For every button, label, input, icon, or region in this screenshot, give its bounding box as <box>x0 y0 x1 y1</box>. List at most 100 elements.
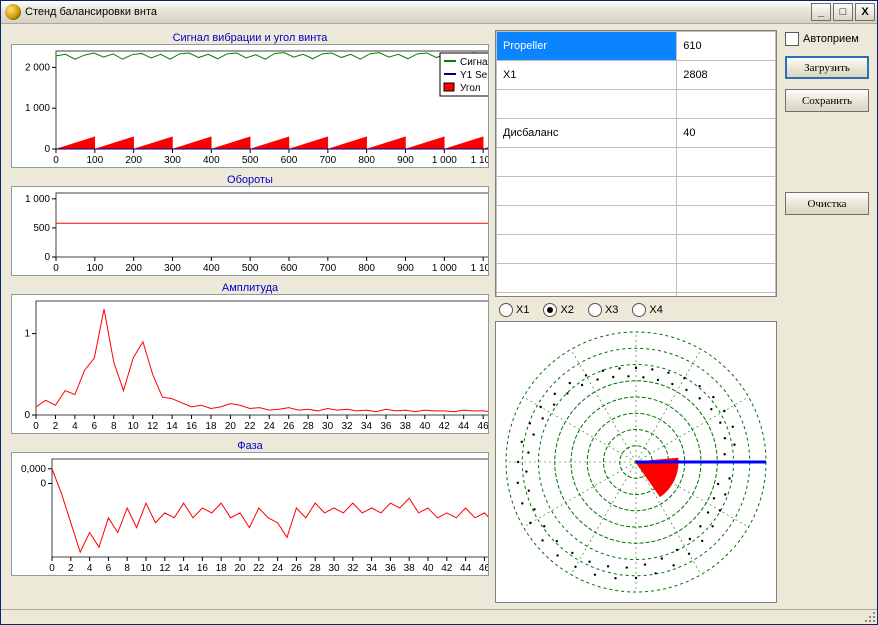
radio-icon <box>499 303 513 317</box>
svg-text:0: 0 <box>33 421 39 432</box>
svg-text:600: 600 <box>281 155 298 166</box>
svg-text:32: 32 <box>341 421 353 432</box>
table-row[interactable] <box>497 177 776 206</box>
svg-text:0: 0 <box>24 410 30 421</box>
table-key <box>497 235 677 264</box>
table-val <box>677 206 776 235</box>
phase-chart[interactable]: 0246810121416182022242628303234363840424… <box>11 452 489 576</box>
svg-text:34: 34 <box>361 421 373 432</box>
app-window: Стенд балансировки внта _ □ X Сигнал виб… <box>0 0 878 625</box>
radio-label: X2 <box>560 304 573 316</box>
svg-text:26: 26 <box>291 563 303 574</box>
svg-text:0: 0 <box>44 252 50 263</box>
rpm-chart[interactable]: 01002003004005006007008009001 0001 1001 … <box>11 186 489 276</box>
rpm-chart-title: Обороты <box>11 172 489 186</box>
autoreceive-checkbox[interactable]: Автоприем <box>785 32 869 46</box>
charts-column: Сигнал вибрации и угол винта 01002003004… <box>11 30 489 603</box>
svg-text:0: 0 <box>53 263 59 274</box>
checkbox-icon <box>785 32 799 46</box>
table-key: Дисбаланс <box>497 119 677 148</box>
minimize-button[interactable]: _ <box>811 3 831 21</box>
svg-text:4: 4 <box>87 563 93 574</box>
table-row[interactable] <box>497 264 776 293</box>
signal-chart-svg: 01002003004005006007008009001 0001 1001 … <box>12 45 488 167</box>
amp-chart-svg: 0246810121416182022242628303234363840424… <box>12 295 488 433</box>
table-row[interactable] <box>497 206 776 235</box>
load-button[interactable]: Загрузить <box>785 56 869 79</box>
svg-text:36: 36 <box>380 421 392 432</box>
radio-x1[interactable]: X1 <box>499 303 529 317</box>
radio-x4[interactable]: X4 <box>632 303 662 317</box>
svg-text:1 000: 1 000 <box>25 103 50 114</box>
svg-text:16: 16 <box>186 421 198 432</box>
svg-text:0: 0 <box>49 563 55 574</box>
rpm-chart-svg: 01002003004005006007008009001 0001 1001 … <box>12 187 488 275</box>
svg-text:2: 2 <box>53 421 59 432</box>
data-table[interactable]: Propeller610X12808 Дисбаланс40 <box>496 31 776 297</box>
svg-text:24: 24 <box>264 421 276 432</box>
resize-grip-icon[interactable] <box>863 610 875 622</box>
clear-button[interactable]: Очистка <box>785 192 869 215</box>
svg-text:12: 12 <box>147 421 159 432</box>
signal-chart[interactable]: 01002003004005006007008009001 0001 1001 … <box>11 44 489 168</box>
table-key <box>497 148 677 177</box>
svg-text:500: 500 <box>242 155 259 166</box>
svg-text:42: 42 <box>441 563 453 574</box>
phase-chart-title: Фаза <box>11 438 489 452</box>
svg-text:8: 8 <box>124 563 130 574</box>
amp-chart-title: Амплитуда <box>11 280 489 294</box>
radio-icon <box>588 303 602 317</box>
phase-chart-wrap: Фаза 02468101214161820222426283032343638… <box>11 438 489 576</box>
save-button[interactable]: Сохранить <box>785 89 869 112</box>
close-button[interactable]: X <box>855 3 875 21</box>
svg-text:100: 100 <box>86 263 103 274</box>
svg-text:38: 38 <box>400 421 412 432</box>
svg-text:14: 14 <box>178 563 190 574</box>
right-column: Propeller610X12808 Дисбаланс40 X1 X2 X3 X4 А… <box>495 30 869 603</box>
radio-x2[interactable]: X2 <box>543 303 573 317</box>
svg-text:44: 44 <box>458 421 470 432</box>
table-key: Propeller <box>497 32 677 61</box>
table-key: X1 <box>497 61 677 90</box>
svg-text:Y1 Series4: Y1 Series4 <box>460 70 488 81</box>
svg-text:900: 900 <box>397 155 414 166</box>
svg-text:700: 700 <box>319 263 336 274</box>
maximize-button[interactable]: □ <box>833 3 853 21</box>
svg-text:100: 100 <box>86 155 103 166</box>
svg-text:18: 18 <box>205 421 217 432</box>
svg-text:44: 44 <box>460 563 472 574</box>
table-row[interactable]: Дисбаланс40 <box>497 119 776 148</box>
svg-text:600: 600 <box>281 263 298 274</box>
app-icon <box>5 4 21 20</box>
svg-text:0: 0 <box>40 479 46 490</box>
svg-text:22: 22 <box>253 563 265 574</box>
amp-chart-wrap: Амплитуда 024681012141618202224262830323… <box>11 280 489 434</box>
svg-text:1 000: 1 000 <box>432 155 457 166</box>
table-val <box>677 235 776 264</box>
svg-text:22: 22 <box>244 421 256 432</box>
svg-text:2: 2 <box>68 563 74 574</box>
table-row[interactable] <box>497 90 776 119</box>
svg-text:200: 200 <box>125 155 142 166</box>
svg-text:1 000: 1 000 <box>25 194 50 205</box>
svg-text:42: 42 <box>439 421 451 432</box>
table-row[interactable] <box>497 148 776 177</box>
table-key <box>497 90 677 119</box>
amp-chart[interactable]: 0246810121416182022242628303234363840424… <box>11 294 489 434</box>
window-controls: _ □ X <box>811 3 875 21</box>
autoreceive-label: Автоприем <box>803 33 859 45</box>
table-val <box>677 90 776 119</box>
svg-text:46: 46 <box>479 563 488 574</box>
svg-text:34: 34 <box>366 563 378 574</box>
polar-chart[interactable] <box>495 321 777 603</box>
table-row[interactable] <box>497 235 776 264</box>
table-row[interactable]: X12808 <box>497 61 776 90</box>
table-row[interactable]: Propeller610 <box>497 32 776 61</box>
svg-text:200: 200 <box>125 263 142 274</box>
svg-text:6: 6 <box>92 421 98 432</box>
table-val <box>677 264 776 293</box>
radio-x3[interactable]: X3 <box>588 303 618 317</box>
svg-text:12: 12 <box>159 563 171 574</box>
svg-text:32: 32 <box>347 563 359 574</box>
svg-text:0: 0 <box>44 144 50 155</box>
